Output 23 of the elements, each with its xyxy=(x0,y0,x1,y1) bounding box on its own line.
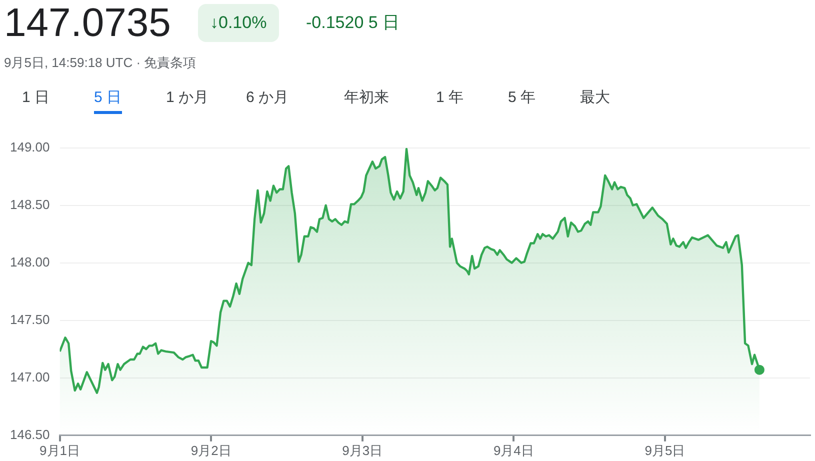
y-tick-label: 147.50 xyxy=(10,312,50,327)
text: 1 か月 xyxy=(166,88,209,108)
x-tick-label: 9月3日 xyxy=(342,442,383,458)
text: 6 か月 xyxy=(246,88,289,108)
y-tick-label: 148.00 xyxy=(10,254,50,270)
x-tick-label: 9月2日 xyxy=(190,442,232,458)
y-tick-label: 148.50 xyxy=(10,196,50,212)
text: 5 日 xyxy=(94,88,122,114)
x-tick-label: 9月4日 xyxy=(493,442,534,458)
x-tick-label: 9月5日 xyxy=(644,442,686,458)
text: 最大 xyxy=(580,88,610,108)
text: ↓0.10% xyxy=(198,4,279,42)
text: 5 年 xyxy=(508,88,536,108)
text: 年初来 xyxy=(344,88,389,108)
text: 1 日 xyxy=(22,88,50,108)
text: -0.1520 5 日 xyxy=(306,12,400,34)
y-tick-label: 147.00 xyxy=(10,369,50,384)
text: 1 年 xyxy=(436,88,464,108)
chart-subtitle: 9月5日, 14:59:18 UTC · 免責条項 xyxy=(4,54,196,72)
x-tick-label: 9月1日 xyxy=(40,442,80,458)
y-tick-label: 149.00 xyxy=(10,139,50,154)
chart-title: 147.0735 xyxy=(4,0,171,46)
y-tick-label: 146.50 xyxy=(10,426,50,442)
